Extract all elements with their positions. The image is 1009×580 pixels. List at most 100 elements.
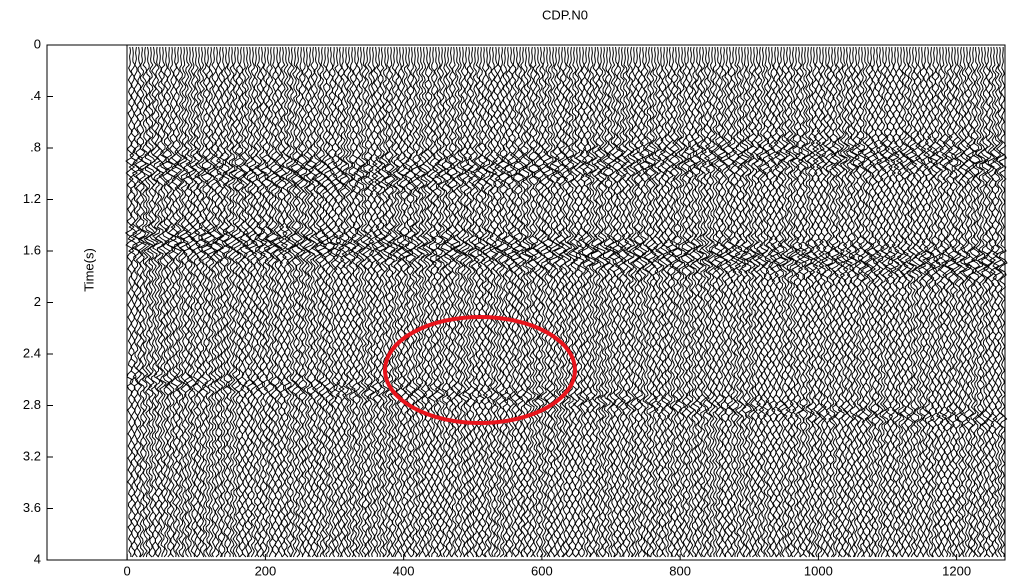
trace (980, 46, 990, 558)
trace (767, 46, 778, 558)
trace (173, 46, 183, 558)
trace (932, 46, 942, 558)
trace (641, 46, 651, 558)
trace (904, 46, 915, 558)
trace (506, 46, 517, 558)
trace (901, 46, 913, 558)
trace (778, 46, 789, 558)
trace (463, 46, 475, 558)
y-tick-label: 2 (34, 294, 41, 309)
trace (340, 46, 351, 558)
trace (362, 46, 373, 558)
trace (805, 46, 817, 558)
trace (639, 46, 648, 558)
trace (590, 46, 600, 558)
trace (949, 46, 960, 558)
trace (607, 46, 619, 558)
trace (833, 46, 843, 558)
trace (482, 46, 492, 558)
trace (998, 46, 1008, 558)
trace (442, 47, 453, 558)
trace (319, 46, 331, 558)
trace (703, 47, 715, 558)
trace (534, 46, 547, 558)
trace (211, 46, 223, 558)
trace (461, 46, 471, 558)
trace (259, 46, 271, 558)
trace (764, 47, 774, 558)
trace (794, 46, 806, 558)
trace (475, 46, 486, 558)
trace (716, 46, 727, 558)
trace (310, 46, 322, 558)
trace (803, 47, 813, 558)
trace (709, 46, 721, 558)
trace (203, 46, 213, 558)
trace (347, 46, 357, 558)
trace (748, 46, 760, 558)
trace (328, 46, 339, 558)
trace (895, 46, 907, 558)
trace (628, 46, 640, 558)
seismic-traces (124, 46, 1008, 558)
trace (529, 46, 541, 558)
trace (801, 46, 810, 558)
trace (859, 46, 870, 558)
trace (604, 46, 616, 558)
trace (584, 46, 595, 558)
trace (221, 46, 231, 558)
trace (695, 46, 705, 558)
trace (676, 46, 688, 558)
x-tick-label: 0 (124, 563, 131, 578)
trace (818, 46, 829, 558)
trace (283, 46, 295, 558)
x-tick-label: 1200 (942, 563, 971, 578)
trace (182, 46, 192, 558)
trace (643, 46, 654, 558)
trace (830, 46, 841, 558)
trace (139, 46, 151, 558)
trace (872, 46, 883, 558)
trace (511, 47, 522, 558)
y-tick-label: .4 (30, 88, 41, 103)
trace (581, 46, 591, 558)
trace (235, 46, 247, 558)
y-tick-label: .8 (30, 139, 41, 154)
trace (265, 46, 277, 558)
trace (727, 47, 739, 558)
trace (185, 46, 196, 558)
trace (452, 46, 463, 558)
trace (164, 47, 175, 558)
trace (395, 46, 406, 558)
trace (392, 46, 403, 558)
trace (887, 46, 898, 558)
trace (332, 46, 342, 558)
x-tick-label: 600 (531, 563, 553, 578)
trace (178, 46, 189, 558)
trace (148, 46, 159, 558)
trace (274, 46, 285, 558)
trace (518, 46, 529, 558)
trace (836, 46, 847, 558)
trace (454, 46, 466, 558)
trace (526, 46, 538, 558)
trace (365, 46, 375, 558)
trace (490, 46, 502, 557)
trace (404, 46, 414, 558)
trace (466, 46, 477, 558)
trace (857, 47, 867, 558)
trace (239, 46, 249, 558)
chart-title: CDP.N0 (542, 7, 588, 22)
trace (698, 46, 708, 558)
trace (841, 46, 853, 558)
trace (655, 46, 666, 558)
trace (268, 46, 280, 558)
trace (686, 46, 696, 558)
trace (407, 46, 417, 558)
trace (524, 46, 534, 558)
trace (223, 46, 234, 558)
trace (412, 46, 424, 558)
trace (355, 47, 367, 558)
y-tick-label: 4 (34, 551, 41, 566)
